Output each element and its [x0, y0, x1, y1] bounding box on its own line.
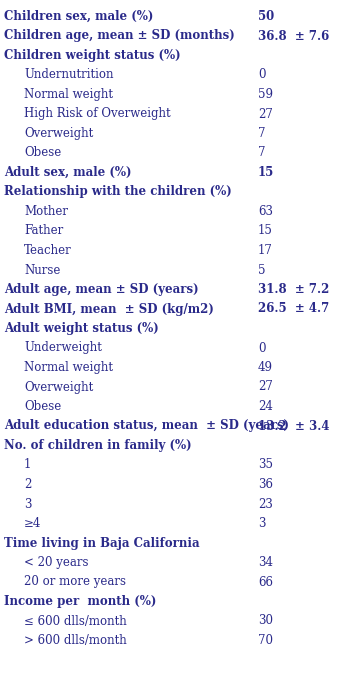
Text: 3: 3 [24, 498, 32, 511]
Text: Nurse: Nurse [24, 264, 60, 277]
Text: < 20 years: < 20 years [24, 556, 89, 569]
Text: Normal weight: Normal weight [24, 88, 113, 101]
Text: 3: 3 [258, 517, 266, 530]
Text: 63: 63 [258, 205, 273, 218]
Text: 2: 2 [24, 478, 31, 491]
Text: 34: 34 [258, 556, 273, 569]
Text: Overweight: Overweight [24, 127, 93, 140]
Text: Income per  month (%): Income per month (%) [4, 595, 157, 608]
Text: Mother: Mother [24, 205, 68, 218]
Text: 13.2  ± 3.4: 13.2 ± 3.4 [258, 419, 330, 432]
Text: No. of children in family (%): No. of children in family (%) [4, 439, 192, 452]
Text: 50: 50 [258, 10, 274, 23]
Text: 5: 5 [258, 264, 266, 277]
Text: Overweight: Overweight [24, 381, 93, 394]
Text: 0: 0 [258, 341, 266, 354]
Text: Adult age, mean ± SD (years): Adult age, mean ± SD (years) [4, 283, 199, 296]
Text: 0: 0 [258, 69, 266, 82]
Text: Adult sex, male (%): Adult sex, male (%) [4, 166, 131, 179]
Text: 26.5  ± 4.7: 26.5 ± 4.7 [258, 302, 329, 316]
Text: Children age, mean ± SD (months): Children age, mean ± SD (months) [4, 30, 235, 42]
Text: Underweight: Underweight [24, 341, 102, 354]
Text: 23: 23 [258, 498, 273, 511]
Text: Adult BMI, mean  ± SD (kg/m2): Adult BMI, mean ± SD (kg/m2) [4, 302, 214, 316]
Text: ≤ 600 dlls/month: ≤ 600 dlls/month [24, 614, 127, 628]
Text: Adult weight status (%): Adult weight status (%) [4, 322, 159, 335]
Text: Undernutrition: Undernutrition [24, 69, 113, 82]
Text: 1: 1 [24, 459, 31, 471]
Text: 35: 35 [258, 459, 273, 471]
Text: 66: 66 [258, 576, 273, 588]
Text: > 600 dlls/month: > 600 dlls/month [24, 634, 127, 647]
Text: Adult education status, mean  ± SD (years): Adult education status, mean ± SD (years… [4, 419, 289, 432]
Text: Teacher: Teacher [24, 244, 72, 257]
Text: Obese: Obese [24, 400, 61, 413]
Text: 31.8  ± 7.2: 31.8 ± 7.2 [258, 283, 329, 296]
Text: 7: 7 [258, 147, 266, 159]
Text: 59: 59 [258, 88, 273, 101]
Text: 24: 24 [258, 400, 273, 413]
Text: 17: 17 [258, 244, 273, 257]
Text: 36.8  ± 7.6: 36.8 ± 7.6 [258, 30, 329, 42]
Text: High Risk of Overweight: High Risk of Overweight [24, 107, 171, 120]
Text: Normal weight: Normal weight [24, 361, 113, 374]
Text: 7: 7 [258, 127, 266, 140]
Text: 49: 49 [258, 361, 273, 374]
Text: 27: 27 [258, 107, 273, 120]
Text: 15: 15 [258, 166, 274, 179]
Text: 36: 36 [258, 478, 273, 491]
Text: 27: 27 [258, 381, 273, 394]
Text: Father: Father [24, 224, 63, 237]
Text: 30: 30 [258, 614, 273, 628]
Text: Children weight status (%): Children weight status (%) [4, 49, 181, 62]
Text: Children sex, male (%): Children sex, male (%) [4, 10, 153, 23]
Text: Obese: Obese [24, 147, 61, 159]
Text: Time living in Baja California: Time living in Baja California [4, 536, 200, 549]
Text: Relationship with the children (%): Relationship with the children (%) [4, 185, 232, 199]
Text: 70: 70 [258, 634, 273, 647]
Text: 15: 15 [258, 224, 273, 237]
Text: ≥4: ≥4 [24, 517, 41, 530]
Text: 20 or more years: 20 or more years [24, 576, 126, 588]
